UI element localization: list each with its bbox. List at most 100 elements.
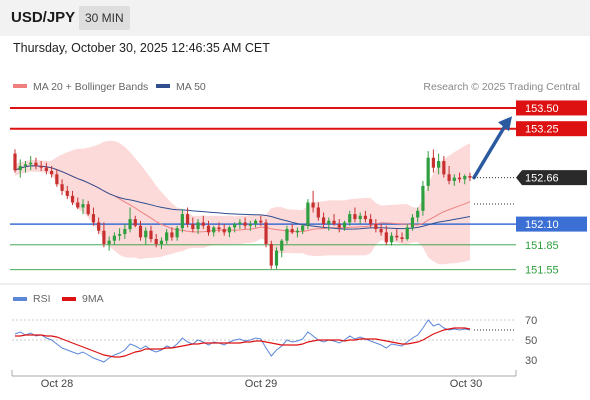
candle (416, 207, 420, 223)
x-tick-label: Oct 29 (245, 378, 277, 390)
candle (227, 225, 232, 238)
forecast-arrow-shaft (472, 122, 508, 180)
candle (311, 190, 315, 213)
candle (34, 157, 38, 170)
candle (410, 214, 415, 231)
candle (332, 214, 336, 226)
credit-text: Research © 2025 Trading Central (423, 81, 580, 93)
candle (39, 161, 43, 171)
candle (463, 174, 467, 185)
bollinger-band-fill (15, 140, 470, 265)
candle (301, 224, 305, 235)
candle (457, 172, 462, 183)
candle (248, 220, 252, 231)
candle (316, 202, 320, 221)
candle (70, 190, 75, 206)
last-price-label: 152.66 (525, 173, 559, 185)
candle (259, 215, 263, 226)
x-axis: Oct 28 Oct 29 Oct 30 (11, 370, 517, 390)
candle (65, 185, 69, 200)
candle (112, 232, 116, 245)
candle (86, 200, 90, 216)
candle (196, 219, 200, 235)
candle (97, 217, 101, 235)
candle (369, 214, 373, 228)
level-label-151.85: 151.85 (525, 240, 559, 252)
candle (185, 207, 190, 228)
rsi-tick-label: 70 (525, 315, 537, 327)
forecast-arrow-head (498, 116, 512, 132)
candle (23, 161, 28, 173)
candle (264, 219, 268, 248)
candle (405, 224, 409, 241)
timeframe-badge[interactable]: 30 MIN (79, 6, 130, 30)
candle (138, 220, 143, 241)
candle (468, 172, 472, 181)
price-axis-labels: 153.50 153.25 152.10 151.85 151.55 152.66 (474, 100, 587, 277)
candle (442, 156, 446, 178)
candle (217, 222, 221, 233)
candle (447, 166, 451, 185)
rsi-panel: 70 50 30 (12, 315, 537, 367)
candle (353, 207, 357, 223)
candle (327, 217, 331, 231)
candle (395, 229, 399, 241)
candle (358, 212, 362, 225)
candle (44, 162, 48, 175)
level-box-153.50 (516, 100, 587, 116)
candle (29, 156, 33, 171)
candle (159, 237, 164, 249)
candlesticks (13, 149, 472, 269)
candle (165, 229, 169, 244)
candle (107, 236, 111, 251)
candle (321, 212, 326, 228)
level-label-153.50: 153.50 (525, 103, 559, 115)
candle (243, 217, 247, 230)
candle (102, 222, 106, 248)
level-box-152.10 (516, 216, 587, 232)
level-label-151.55: 151.55 (525, 265, 559, 277)
ma50-legend-swatch (156, 84, 170, 88)
moving-averages (14, 165, 471, 233)
rsi-ma-legend-swatch (62, 297, 76, 301)
candle (123, 224, 127, 240)
forecast-arrow (472, 116, 512, 180)
bollinger-bands (15, 140, 470, 265)
candle (206, 220, 211, 236)
last-price-box (516, 170, 587, 186)
candle (452, 174, 456, 186)
timestamp: Thursday, October 30, 2025 12:46:35 AM C… (13, 41, 270, 55)
ma50-line (14, 165, 471, 230)
candle (117, 228, 122, 241)
candle (285, 225, 289, 244)
candle (426, 151, 430, 191)
level-label-152.10: 152.10 (525, 219, 559, 231)
candle (60, 179, 64, 196)
candle (222, 224, 226, 236)
candle (13, 149, 17, 173)
candle (253, 219, 258, 228)
candle (55, 169, 59, 187)
x-tick-label: Oct 28 (41, 378, 73, 390)
candle (133, 215, 137, 228)
candle (144, 227, 148, 245)
candle (128, 207, 132, 233)
level-label-153.25: 153.25 (525, 124, 559, 136)
candle (337, 219, 341, 233)
candle (212, 225, 216, 237)
candle (400, 232, 404, 243)
rsi-tick-label: 50 (525, 335, 537, 347)
candle (180, 209, 184, 233)
candle (363, 210, 368, 223)
candle (50, 166, 54, 178)
candle (238, 219, 242, 230)
candle (431, 149, 435, 173)
ma50-legend-label: MA 50 (176, 81, 206, 93)
level-box-153.25 (516, 121, 587, 137)
candle (274, 247, 279, 269)
candle (201, 215, 205, 230)
rsi-ma-legend-label: 9MA (82, 293, 104, 305)
candle (91, 207, 96, 226)
candle (18, 159, 22, 178)
candle (154, 234, 158, 248)
